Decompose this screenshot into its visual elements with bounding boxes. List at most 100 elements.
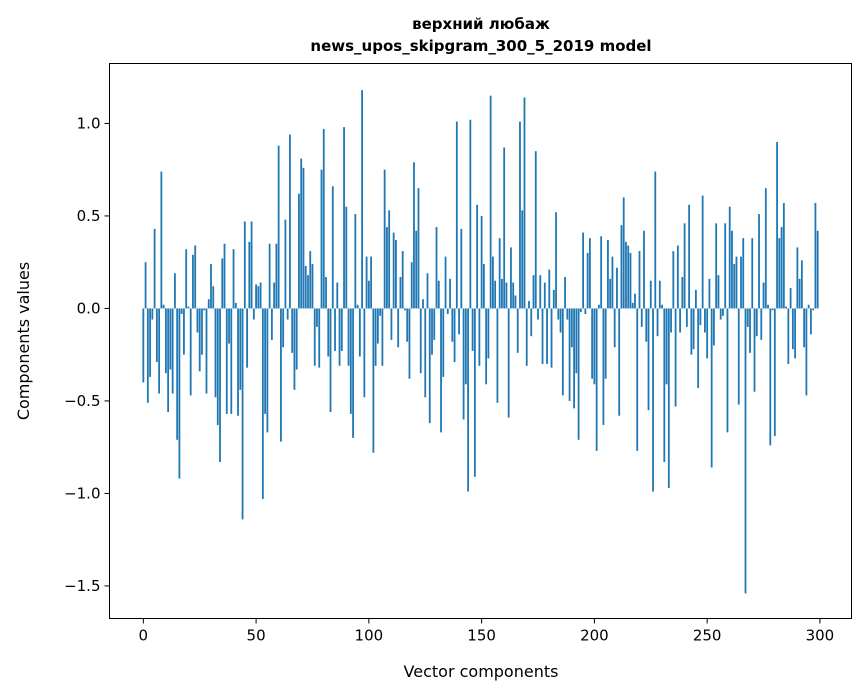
bar <box>417 188 420 309</box>
bar <box>625 241 627 309</box>
bar <box>550 308 553 368</box>
bar <box>164 308 167 374</box>
bar <box>374 308 377 366</box>
bar <box>232 249 235 309</box>
bar <box>286 308 289 320</box>
bar <box>611 256 614 309</box>
bar <box>246 308 248 368</box>
bar <box>365 256 368 309</box>
bar <box>201 308 203 355</box>
bar <box>503 147 506 309</box>
bar <box>656 308 659 337</box>
bar <box>451 308 454 342</box>
bar <box>444 256 447 309</box>
bar <box>694 289 697 309</box>
bar <box>381 308 384 366</box>
bar <box>794 308 797 359</box>
bar <box>674 308 677 407</box>
bar <box>749 308 751 353</box>
bar <box>404 308 406 311</box>
bar <box>573 308 575 409</box>
bar <box>769 308 772 446</box>
bar <box>361 90 363 309</box>
bar <box>618 308 621 416</box>
bar <box>212 286 215 309</box>
bar <box>555 212 557 309</box>
y-axis-label: Components values <box>14 262 33 420</box>
bar <box>514 295 517 309</box>
bar <box>482 264 485 309</box>
bar <box>223 243 226 309</box>
bar <box>776 141 778 309</box>
bar <box>289 134 291 309</box>
bar <box>715 223 718 309</box>
bar <box>189 308 192 396</box>
bar <box>329 308 332 413</box>
bar <box>634 293 636 309</box>
bar <box>180 308 183 314</box>
bar <box>778 238 781 309</box>
bar <box>559 308 562 333</box>
bar <box>505 282 508 309</box>
bars-group <box>142 90 819 594</box>
bar <box>349 308 352 414</box>
bar <box>453 308 456 363</box>
bar <box>363 308 366 398</box>
bar <box>178 308 181 479</box>
bar <box>568 308 571 401</box>
bar <box>406 308 409 342</box>
bar <box>629 252 632 309</box>
bar <box>692 308 695 350</box>
bar <box>620 225 623 309</box>
bar <box>577 308 580 440</box>
bar <box>798 278 801 309</box>
bar <box>602 308 605 425</box>
bar <box>658 280 661 309</box>
bar <box>726 308 729 433</box>
bar <box>248 241 251 309</box>
bar <box>401 251 404 309</box>
bar <box>570 308 573 348</box>
bar <box>440 308 442 433</box>
bar <box>462 308 465 420</box>
bar <box>433 308 436 340</box>
bar <box>737 308 740 405</box>
bar <box>144 262 147 309</box>
bar <box>230 308 233 414</box>
bar <box>320 169 323 309</box>
bar <box>613 308 616 348</box>
bar <box>812 308 815 311</box>
bar <box>413 162 415 309</box>
bar <box>627 245 630 309</box>
bar <box>313 308 316 366</box>
bar <box>604 308 607 379</box>
bar <box>537 308 539 320</box>
bar <box>183 308 185 355</box>
bar <box>787 308 790 364</box>
bar <box>733 264 736 309</box>
bar <box>390 308 393 340</box>
bar <box>142 308 145 383</box>
bar <box>469 119 472 309</box>
bar <box>214 308 217 398</box>
bar <box>205 308 208 394</box>
bar <box>672 251 675 309</box>
y-tick-label: −1.5 <box>64 577 100 595</box>
bar <box>428 308 431 424</box>
bar <box>395 239 397 309</box>
bar <box>446 308 449 314</box>
bar <box>710 308 713 468</box>
bar <box>241 308 244 520</box>
bar <box>595 308 598 451</box>
bar <box>755 308 758 337</box>
bar <box>338 308 341 366</box>
bar <box>647 308 650 411</box>
bar <box>645 308 648 342</box>
bar <box>796 247 799 309</box>
bar <box>437 280 440 309</box>
bar <box>751 238 754 309</box>
bar <box>316 308 318 327</box>
x-tick-label: 200 <box>580 627 609 645</box>
bar <box>419 308 422 374</box>
bar <box>250 221 253 309</box>
